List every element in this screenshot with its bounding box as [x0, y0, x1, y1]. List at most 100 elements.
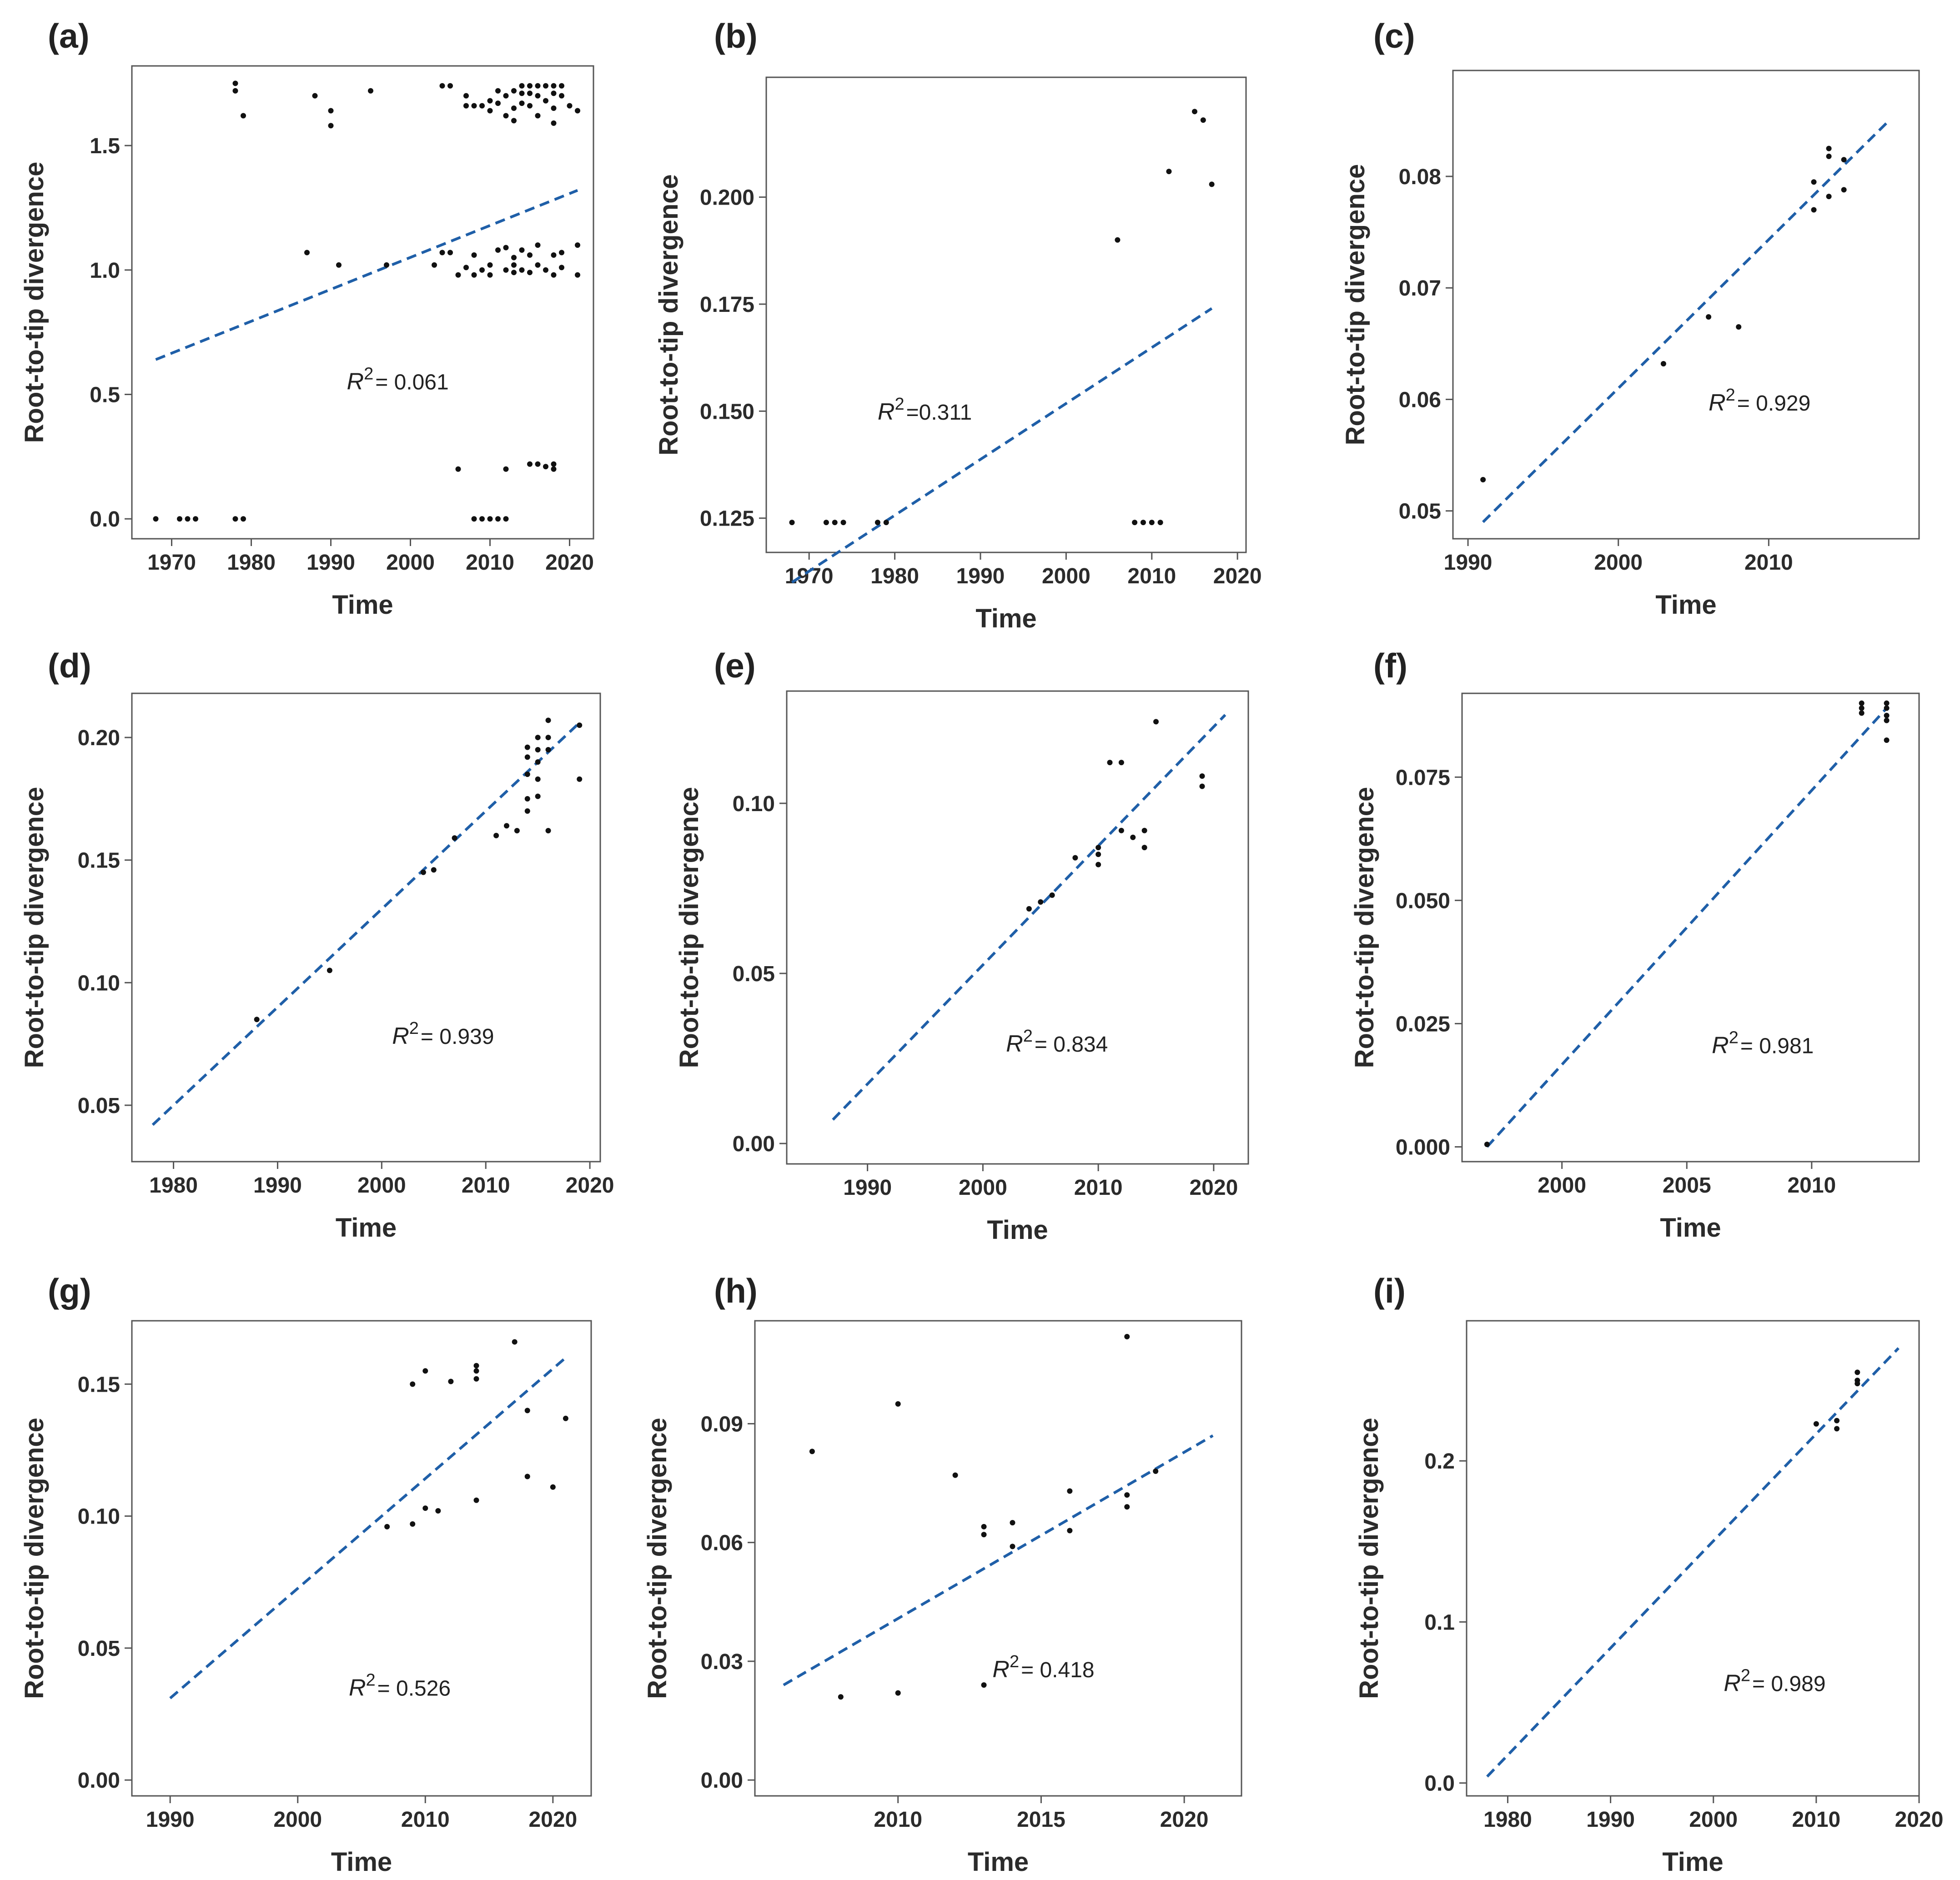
data-point [1854, 1381, 1860, 1387]
data-point [524, 771, 530, 777]
data-point [559, 83, 564, 89]
data-point [1026, 906, 1032, 912]
panel-e: (e) 1990 2000 2010 2020 0.00 0.05 0.10 Time Root-… [674, 647, 1249, 1245]
r-superscript: 2 [1726, 386, 1735, 405]
r-symbol: R [349, 1674, 366, 1701]
x-tick-label: 2010 [1744, 551, 1793, 575]
y-tick-label: 0.2 [1424, 1449, 1455, 1474]
x-tick-label: 2020 [528, 1808, 577, 1832]
x-tick-label: 2015 [1017, 1808, 1065, 1832]
data-point [422, 1368, 428, 1374]
data-point [1859, 700, 1865, 706]
r-squared-value: = 0.981 [1740, 1034, 1814, 1058]
panel-letter: (a) [48, 17, 90, 55]
data-point [1484, 1142, 1490, 1148]
x-tick-label: 2010 [401, 1808, 450, 1832]
x-tick-label: 1990 [146, 1808, 195, 1832]
y-tick-label: 0.00 [78, 1769, 120, 1793]
data-point [503, 245, 509, 251]
y-axis-title: Root-to-tip divergence [1350, 787, 1379, 1068]
y-axis-title: Root-to-tip divergence [1354, 1418, 1384, 1699]
data-point [1010, 1544, 1015, 1549]
y-tick-label: 0.025 [1396, 1012, 1450, 1036]
data-point [1149, 520, 1155, 526]
data-point [503, 93, 509, 99]
data-point [432, 262, 437, 268]
data-point [463, 103, 469, 109]
y-tick-label: 0.075 [1396, 766, 1450, 790]
data-point [514, 827, 520, 833]
data-point [577, 776, 583, 782]
data-point [511, 105, 517, 111]
x-tick-label: 2005 [1663, 1173, 1711, 1198]
r-symbol: R [392, 1023, 409, 1049]
r-superscript: 2 [366, 1670, 376, 1689]
data-point [336, 262, 342, 268]
data-point [1157, 520, 1163, 526]
data-point [410, 1521, 416, 1527]
y-tick-label: 0.05 [78, 1094, 120, 1118]
y-tick-label: 0.000 [1396, 1135, 1450, 1159]
data-point [1706, 314, 1712, 320]
r-superscript: 2 [1010, 1652, 1019, 1671]
data-point [551, 120, 557, 126]
panel-f: (f) 2000 2005 2010 0.000 0.025 0.050 0.075 Time R… [1350, 647, 1920, 1243]
x-tick-label: 2010 [1127, 564, 1176, 588]
data-point [487, 98, 493, 104]
data-point [883, 520, 889, 526]
data-point [1191, 109, 1197, 115]
data-point [535, 93, 541, 99]
x-tick-label: 1990 [1444, 551, 1493, 575]
data-point [1118, 827, 1124, 833]
data-point [1166, 169, 1172, 175]
data-point [545, 747, 551, 753]
data-point [519, 247, 525, 253]
r-squared-label: R2= 0.989 [1724, 1666, 1825, 1697]
data-point [153, 516, 159, 522]
data-point [487, 108, 493, 114]
plot-frame [131, 65, 594, 540]
data-point [1141, 827, 1147, 833]
r-symbol: R [878, 399, 895, 425]
data-point [543, 464, 548, 470]
r-superscript: 2 [1729, 1028, 1739, 1047]
data-point [524, 1474, 530, 1479]
data-point [535, 461, 541, 467]
data-point [535, 776, 541, 782]
r-squared-value: = 0.929 [1737, 391, 1810, 416]
data-point [1124, 1504, 1130, 1510]
panel-h: (h) 2010 2015 2020 0.00 0.03 0.06 0.09 Time Root-… [643, 1272, 1242, 1877]
data-point [551, 105, 557, 111]
panel-g: (g) 1990 2000 2010 2020 0.00 0.05 0.10 0.15 Time R… [20, 1272, 592, 1877]
data-point [524, 808, 530, 814]
data-point [473, 1363, 479, 1369]
data-point [487, 272, 493, 278]
data-point [559, 250, 564, 256]
r-squared-value: = 0.989 [1752, 1672, 1825, 1696]
data-point [527, 252, 533, 258]
x-tick-label: 1980 [227, 551, 276, 575]
x-tick-label: 2010 [462, 1173, 510, 1198]
data-point [1736, 324, 1742, 330]
data-point [1141, 845, 1147, 851]
y-tick-label: 0.200 [700, 186, 754, 210]
x-axis-title: Time [1655, 590, 1716, 620]
data-point [1130, 834, 1136, 840]
data-point [435, 1508, 441, 1514]
data-point [1811, 207, 1817, 213]
data-point [535, 793, 541, 799]
y-tick-label: 0.06 [1399, 388, 1441, 412]
r-symbol: R [992, 1656, 1010, 1683]
data-point [551, 272, 557, 278]
r-symbol: R [1712, 1032, 1729, 1058]
data-point [519, 267, 525, 273]
data-point [1096, 845, 1101, 851]
data-point [463, 93, 469, 99]
plot-frame [754, 1320, 1242, 1797]
y-tick-label: 0.5 [90, 383, 120, 407]
data-point [535, 747, 541, 753]
data-point [328, 123, 334, 129]
data-point [471, 103, 477, 109]
data-point [1209, 181, 1215, 187]
data-point [895, 1690, 901, 1696]
